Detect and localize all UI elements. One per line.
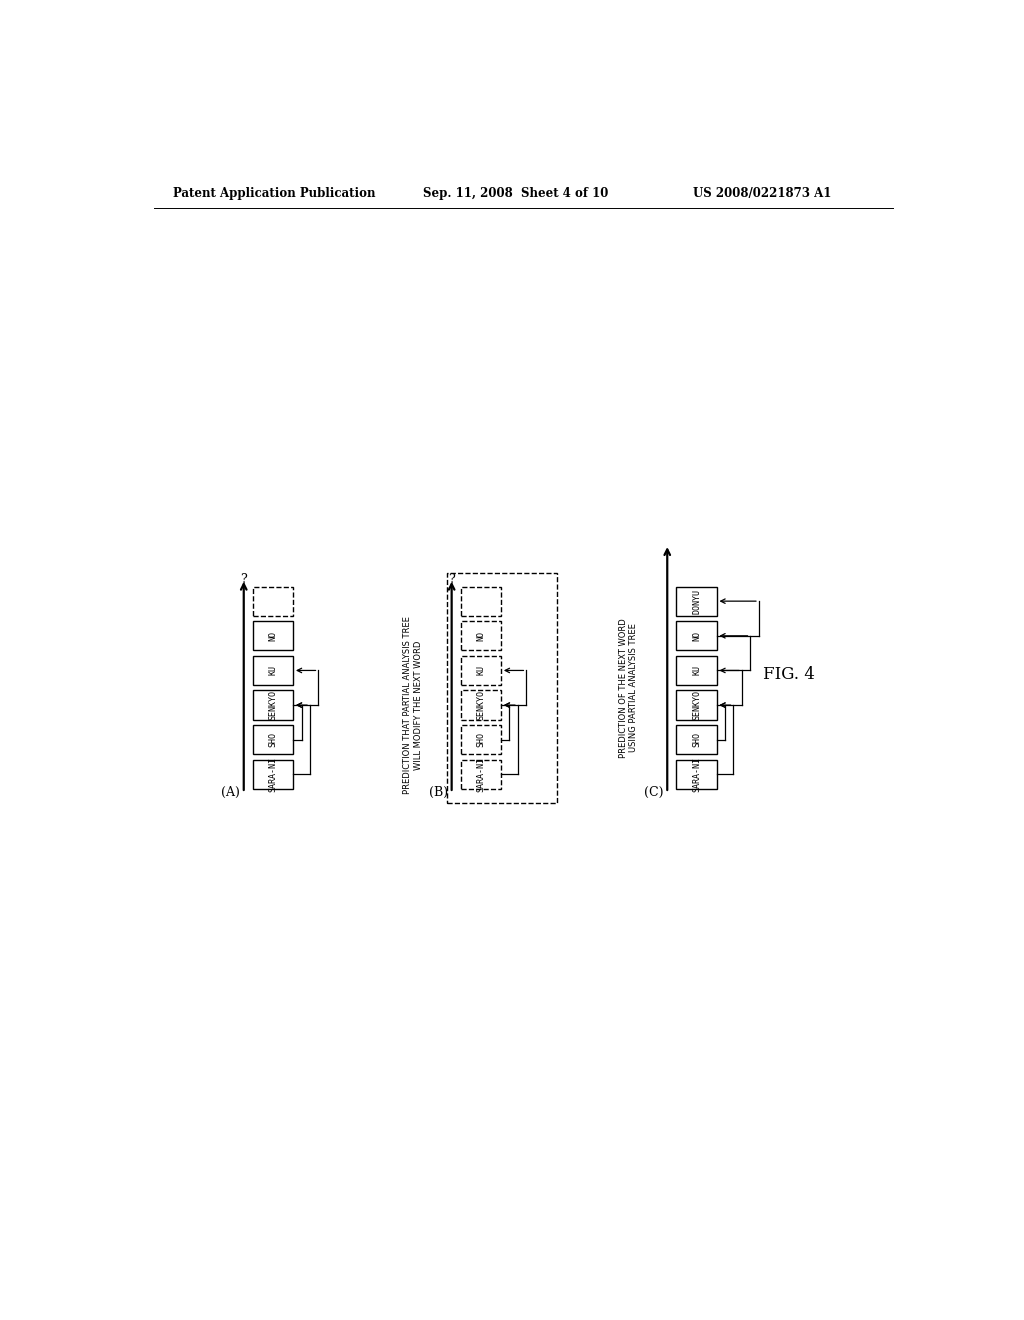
Text: KU: KU: [692, 665, 701, 676]
Text: SENKYO: SENKYO: [476, 690, 485, 721]
Text: SHO: SHO: [692, 733, 701, 747]
Text: KU: KU: [476, 665, 485, 676]
Text: SHO: SHO: [476, 733, 485, 747]
Text: ?: ?: [449, 573, 455, 586]
Text: SARA-NI: SARA-NI: [476, 756, 485, 792]
Bar: [461, 586, 501, 616]
Bar: [253, 725, 293, 755]
Text: ?: ?: [241, 573, 247, 586]
Text: SARA-NI: SARA-NI: [692, 756, 701, 792]
Bar: [677, 622, 717, 651]
Text: (B): (B): [429, 785, 449, 799]
Text: (A): (A): [221, 785, 240, 799]
Text: KU: KU: [268, 665, 278, 676]
Bar: [253, 690, 293, 719]
Text: Patent Application Publication: Patent Application Publication: [173, 186, 376, 199]
Bar: [461, 656, 501, 685]
Bar: [253, 622, 293, 651]
Text: (C): (C): [644, 785, 664, 799]
Bar: [461, 760, 501, 789]
Bar: [253, 760, 293, 789]
Text: SARA-NI: SARA-NI: [268, 756, 278, 792]
Bar: [461, 690, 501, 719]
Text: US 2008/0221873 A1: US 2008/0221873 A1: [692, 186, 831, 199]
Bar: [677, 586, 717, 616]
Text: SENKYO: SENKYO: [268, 690, 278, 721]
Bar: [447, 573, 557, 803]
Text: PREDICTION OF THE NEXT WORD
USING PARTIAL ANALYSIS TREE: PREDICTION OF THE NEXT WORD USING PARTIA…: [620, 618, 638, 758]
Text: NO: NO: [476, 631, 485, 640]
Bar: [677, 690, 717, 719]
Text: DONYU: DONYU: [692, 589, 701, 614]
Text: SENKYO: SENKYO: [692, 690, 701, 721]
Text: NO: NO: [268, 631, 278, 640]
Bar: [461, 725, 501, 755]
Bar: [677, 656, 717, 685]
Bar: [677, 725, 717, 755]
Bar: [677, 760, 717, 789]
Text: PREDICTION THAT PARTIAL ANALYSIS TREE
WILL MODIFY THE NEXT WORD: PREDICTION THAT PARTIAL ANALYSIS TREE WI…: [403, 616, 423, 795]
Bar: [461, 622, 501, 651]
Text: FIG. 4: FIG. 4: [763, 665, 815, 682]
Bar: [253, 586, 293, 616]
Text: Sep. 11, 2008  Sheet 4 of 10: Sep. 11, 2008 Sheet 4 of 10: [423, 186, 608, 199]
Text: SHO: SHO: [268, 733, 278, 747]
Bar: [253, 656, 293, 685]
Text: NO: NO: [692, 631, 701, 640]
